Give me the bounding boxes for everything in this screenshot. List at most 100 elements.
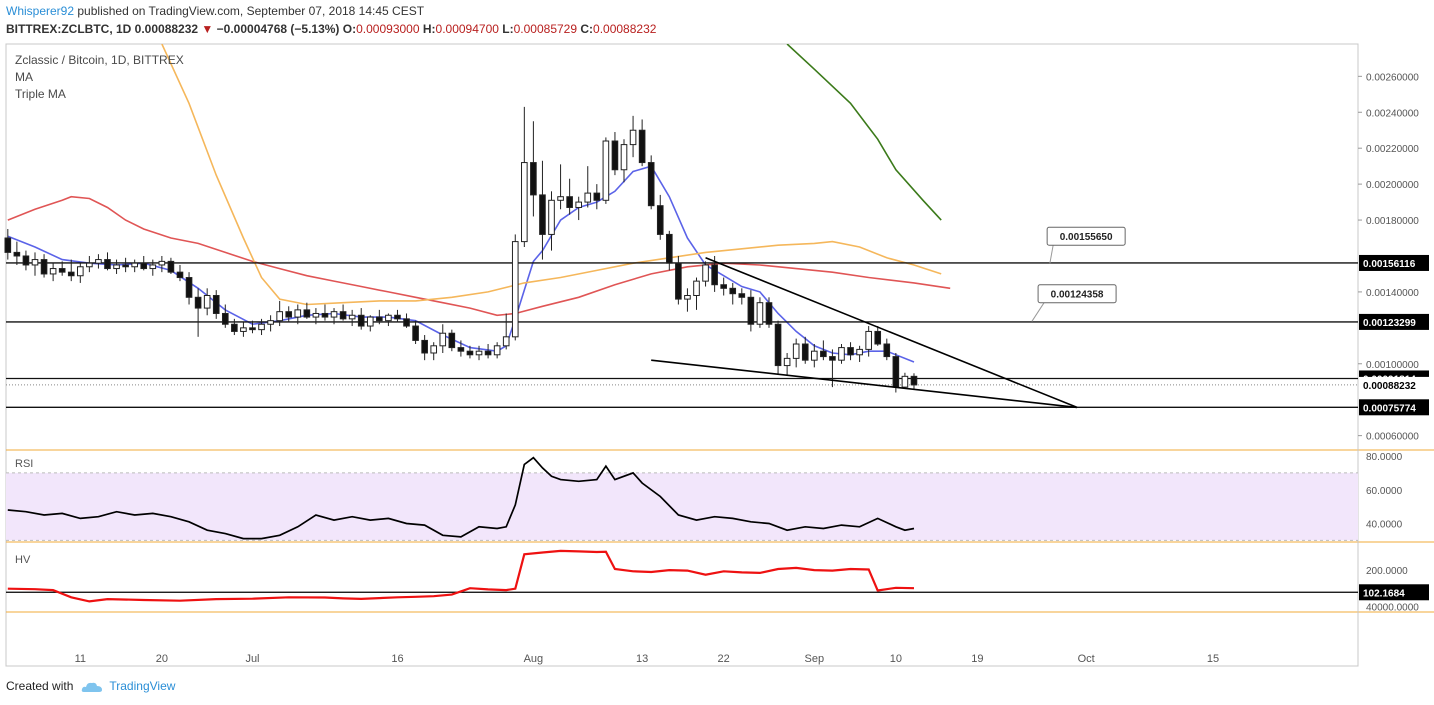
low-label: L: bbox=[502, 22, 514, 36]
created-with: Created with bbox=[6, 679, 74, 693]
candle-body bbox=[357, 314, 365, 327]
candle-body bbox=[584, 192, 592, 203]
candle-body bbox=[312, 312, 320, 318]
candle-body bbox=[221, 312, 229, 325]
candle-body bbox=[330, 311, 338, 318]
footer: Created with TradingView bbox=[6, 679, 175, 693]
horizontal-levels[interactable] bbox=[6, 262, 1358, 408]
author-link[interactable]: Whisperer92 bbox=[6, 4, 75, 18]
time-tick-label: 19 bbox=[971, 653, 983, 665]
candle-body bbox=[611, 140, 619, 171]
candle-body bbox=[22, 255, 30, 266]
tradingview-link[interactable]: TradingView bbox=[109, 679, 176, 693]
price-tag-label: 0.00075774 bbox=[1363, 403, 1416, 414]
candle-body bbox=[76, 266, 84, 277]
legend-title: Zclassic / Bitcoin, 1D, BITTREX bbox=[15, 53, 184, 67]
candle-body bbox=[95, 259, 102, 264]
candle-body bbox=[212, 295, 220, 314]
hv-tick-label: 200.0000 bbox=[1366, 566, 1408, 577]
time-tick-label: 11 bbox=[75, 653, 86, 665]
hv-title: HV bbox=[15, 554, 31, 566]
price-tick-label: 0.00140000 bbox=[1366, 288, 1419, 299]
time-axis[interactable]: 11 20 Jul 16 Aug 13 22 Sep 10 19 Oct 15 bbox=[75, 653, 1220, 665]
candle-body bbox=[203, 295, 211, 309]
candle-body bbox=[575, 201, 583, 208]
callout-box[interactable] bbox=[1037, 284, 1117, 304]
price-tag-bg[interactable] bbox=[1359, 399, 1429, 416]
candle-body bbox=[394, 314, 401, 320]
candle-body bbox=[493, 345, 501, 356]
candle-body bbox=[4, 237, 12, 253]
candle-body bbox=[865, 330, 872, 350]
pane-frames bbox=[5, 43, 1434, 667]
candle-body bbox=[294, 309, 302, 318]
high-label: H: bbox=[422, 22, 436, 36]
candle-body bbox=[303, 309, 311, 318]
callout-box[interactable] bbox=[1046, 226, 1126, 246]
candle-body bbox=[910, 375, 918, 386]
candle-body bbox=[765, 302, 773, 325]
price-tag-bg[interactable] bbox=[1359, 254, 1429, 271]
candle-body bbox=[647, 162, 655, 207]
candle-body bbox=[801, 343, 809, 361]
candle-body bbox=[167, 260, 175, 273]
price-tick-label: 0.00220000 bbox=[1366, 144, 1419, 155]
rsi-band bbox=[6, 472, 1358, 541]
candle-body bbox=[403, 318, 410, 327]
candle-body bbox=[511, 241, 519, 338]
candle-body bbox=[457, 347, 465, 352]
candle-body bbox=[249, 327, 256, 331]
price-axis[interactable]: 0.00260000 0.00240000 0.00220000 0.00200000… bbox=[1358, 72, 1429, 443]
rsi-tick-label: 40.0000 bbox=[1366, 519, 1403, 530]
price-tag-label: 0.00156116 bbox=[1363, 259, 1416, 270]
callout-pointer bbox=[1049, 245, 1054, 264]
candle-body bbox=[747, 296, 755, 325]
candle-body bbox=[376, 316, 383, 322]
legend-triple-ma: Triple MA bbox=[15, 87, 66, 101]
candle-body bbox=[892, 356, 900, 388]
price-tag-label: 0.00123299 bbox=[1363, 318, 1416, 329]
candle-body bbox=[140, 262, 148, 270]
time-tick-label: 15 bbox=[1207, 653, 1219, 665]
time-tick-label: 16 bbox=[391, 653, 403, 665]
candle-body bbox=[321, 312, 329, 318]
down-arrow-icon: ▼ bbox=[201, 22, 214, 36]
candle-body bbox=[666, 233, 673, 264]
candle-body bbox=[131, 262, 138, 268]
hv-pane: HV 200.0000 40000.0000 102.1684 bbox=[6, 549, 1429, 613]
rsi-tick-label: 60.0000 bbox=[1366, 486, 1403, 497]
candle-body bbox=[31, 259, 39, 266]
time-tick-label: 22 bbox=[718, 653, 730, 665]
price-tick-label: 0.00260000 bbox=[1366, 72, 1419, 83]
trendlines[interactable] bbox=[651, 257, 1078, 409]
price-callouts[interactable]: 0.00155650 0.00124358 bbox=[1031, 226, 1126, 322]
high-value: 0.00094700 bbox=[435, 22, 499, 36]
low-value: 0.00085729 bbox=[513, 22, 578, 36]
candle-body bbox=[856, 348, 863, 356]
moving-averages bbox=[7, 44, 951, 363]
trendline[interactable] bbox=[651, 359, 1078, 409]
candle-body bbox=[810, 350, 818, 361]
candle-body bbox=[774, 323, 782, 367]
ma-line-ma_long bbox=[786, 44, 942, 221]
last-price-tag-bg[interactable] bbox=[1359, 376, 1429, 393]
candle-body bbox=[158, 260, 166, 266]
candle-body bbox=[783, 357, 791, 367]
candle-body bbox=[756, 302, 764, 325]
close-value: 0.00088232 bbox=[593, 22, 657, 36]
candle-body bbox=[448, 332, 456, 349]
hv-tick-label: 40000.0000 bbox=[1366, 602, 1419, 613]
candle-body bbox=[711, 264, 718, 286]
candle-body bbox=[267, 320, 274, 325]
hv-tag-bg[interactable] bbox=[1359, 584, 1429, 601]
trendline[interactable] bbox=[705, 257, 1078, 409]
candle-body bbox=[629, 129, 637, 146]
open-label: O: bbox=[342, 22, 357, 36]
candle-body bbox=[194, 296, 202, 309]
rsi-pane: RSI 80.0000 60.0000 40.0000 bbox=[6, 452, 1403, 541]
candle-body bbox=[602, 140, 610, 201]
price-tag-bg[interactable] bbox=[1359, 313, 1429, 330]
candle-body bbox=[475, 350, 483, 356]
price-tick-label: 0.00180000 bbox=[1366, 216, 1419, 227]
